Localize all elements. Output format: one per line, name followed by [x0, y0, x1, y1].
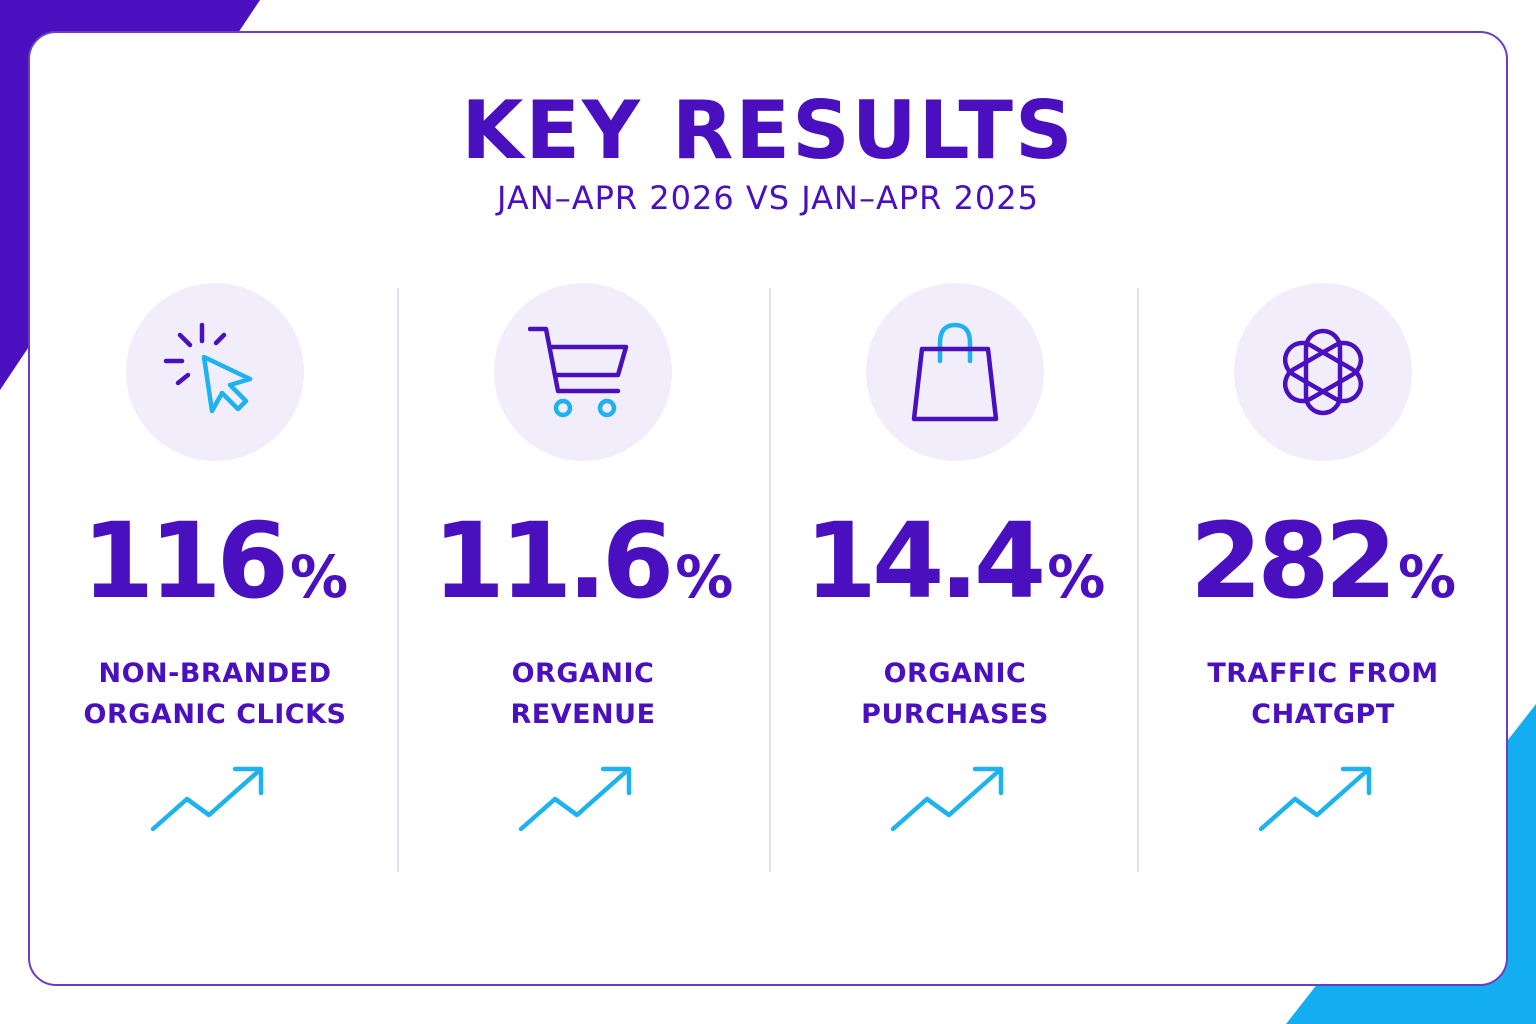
date-range-subtitle: JAN–APR 2026 VS JAN–APR 2025: [496, 179, 1039, 217]
metric-label-line: PURCHASES: [861, 699, 1049, 730]
metric-unit: %: [1047, 543, 1106, 611]
icon-badge: [1234, 283, 1412, 461]
icon-badge: [126, 283, 304, 461]
trend-up-icon: [518, 766, 632, 832]
metric-label-line: ORGANIC CLICKS: [83, 699, 347, 730]
metric-traffic-from-chatgpt: 282% TRAFFIC FROM CHATGPT: [1138, 283, 1508, 863]
shopping-bag-icon: [911, 322, 999, 422]
metric-label-line: TRAFFIC FROM: [1207, 658, 1439, 689]
metric-label: ORGANIC REVENUE: [398, 653, 768, 735]
metric-organic-purchases: 14.4% ORGANIC PURCHASES: [770, 283, 1140, 863]
metric-number: 282: [1189, 500, 1397, 622]
metric-label-line: NON-BRANDED: [98, 658, 332, 689]
metric-value: 282%: [1138, 501, 1508, 652]
metric-label: TRAFFIC FROM CHATGPT: [1138, 653, 1508, 735]
shopping-cart-icon: [528, 326, 629, 418]
metric-label: ORGANIC PURCHASES: [770, 653, 1140, 735]
metric-value: 11.6%: [398, 501, 768, 652]
metric-value: 14.4%: [770, 501, 1140, 652]
metric-number: 116: [81, 500, 289, 622]
trend-up-icon: [1258, 766, 1372, 832]
metric-organic-revenue: 11.6% ORGANIC REVENUE: [398, 283, 768, 863]
key-results-card: KEY RESULTS JAN–APR 2026 VS JAN–APR 2025…: [28, 31, 1508, 986]
column-divider: [1137, 288, 1139, 872]
trend-up-icon: [150, 766, 264, 832]
metric-unit: %: [1397, 543, 1457, 611]
cursor-click-icon: [163, 322, 253, 414]
metric-number: 14.4: [804, 500, 1047, 622]
metric-value: 116%: [30, 501, 400, 652]
chatgpt-logo-icon: [1282, 328, 1364, 416]
metric-non-branded-organic-clicks: 116% NON-BRANDED ORGANIC CLICKS: [30, 283, 400, 863]
metric-label-line: REVENUE: [510, 699, 656, 730]
metric-label-line: CHATGPT: [1251, 699, 1395, 730]
metric-number: 11.6: [432, 500, 675, 622]
metric-unit: %: [675, 543, 734, 611]
column-divider: [769, 288, 771, 872]
metric-label-line: ORGANIC: [883, 658, 1027, 689]
trend-up-icon: [890, 766, 1004, 832]
column-divider: [397, 288, 399, 872]
icon-badge: [494, 283, 672, 461]
metric-label-line: ORGANIC: [511, 658, 655, 689]
icon-badge: [866, 283, 1044, 461]
metric-label: NON-BRANDED ORGANIC CLICKS: [30, 653, 400, 735]
page-title: KEY RESULTS: [461, 84, 1075, 177]
metric-unit: %: [289, 543, 349, 611]
